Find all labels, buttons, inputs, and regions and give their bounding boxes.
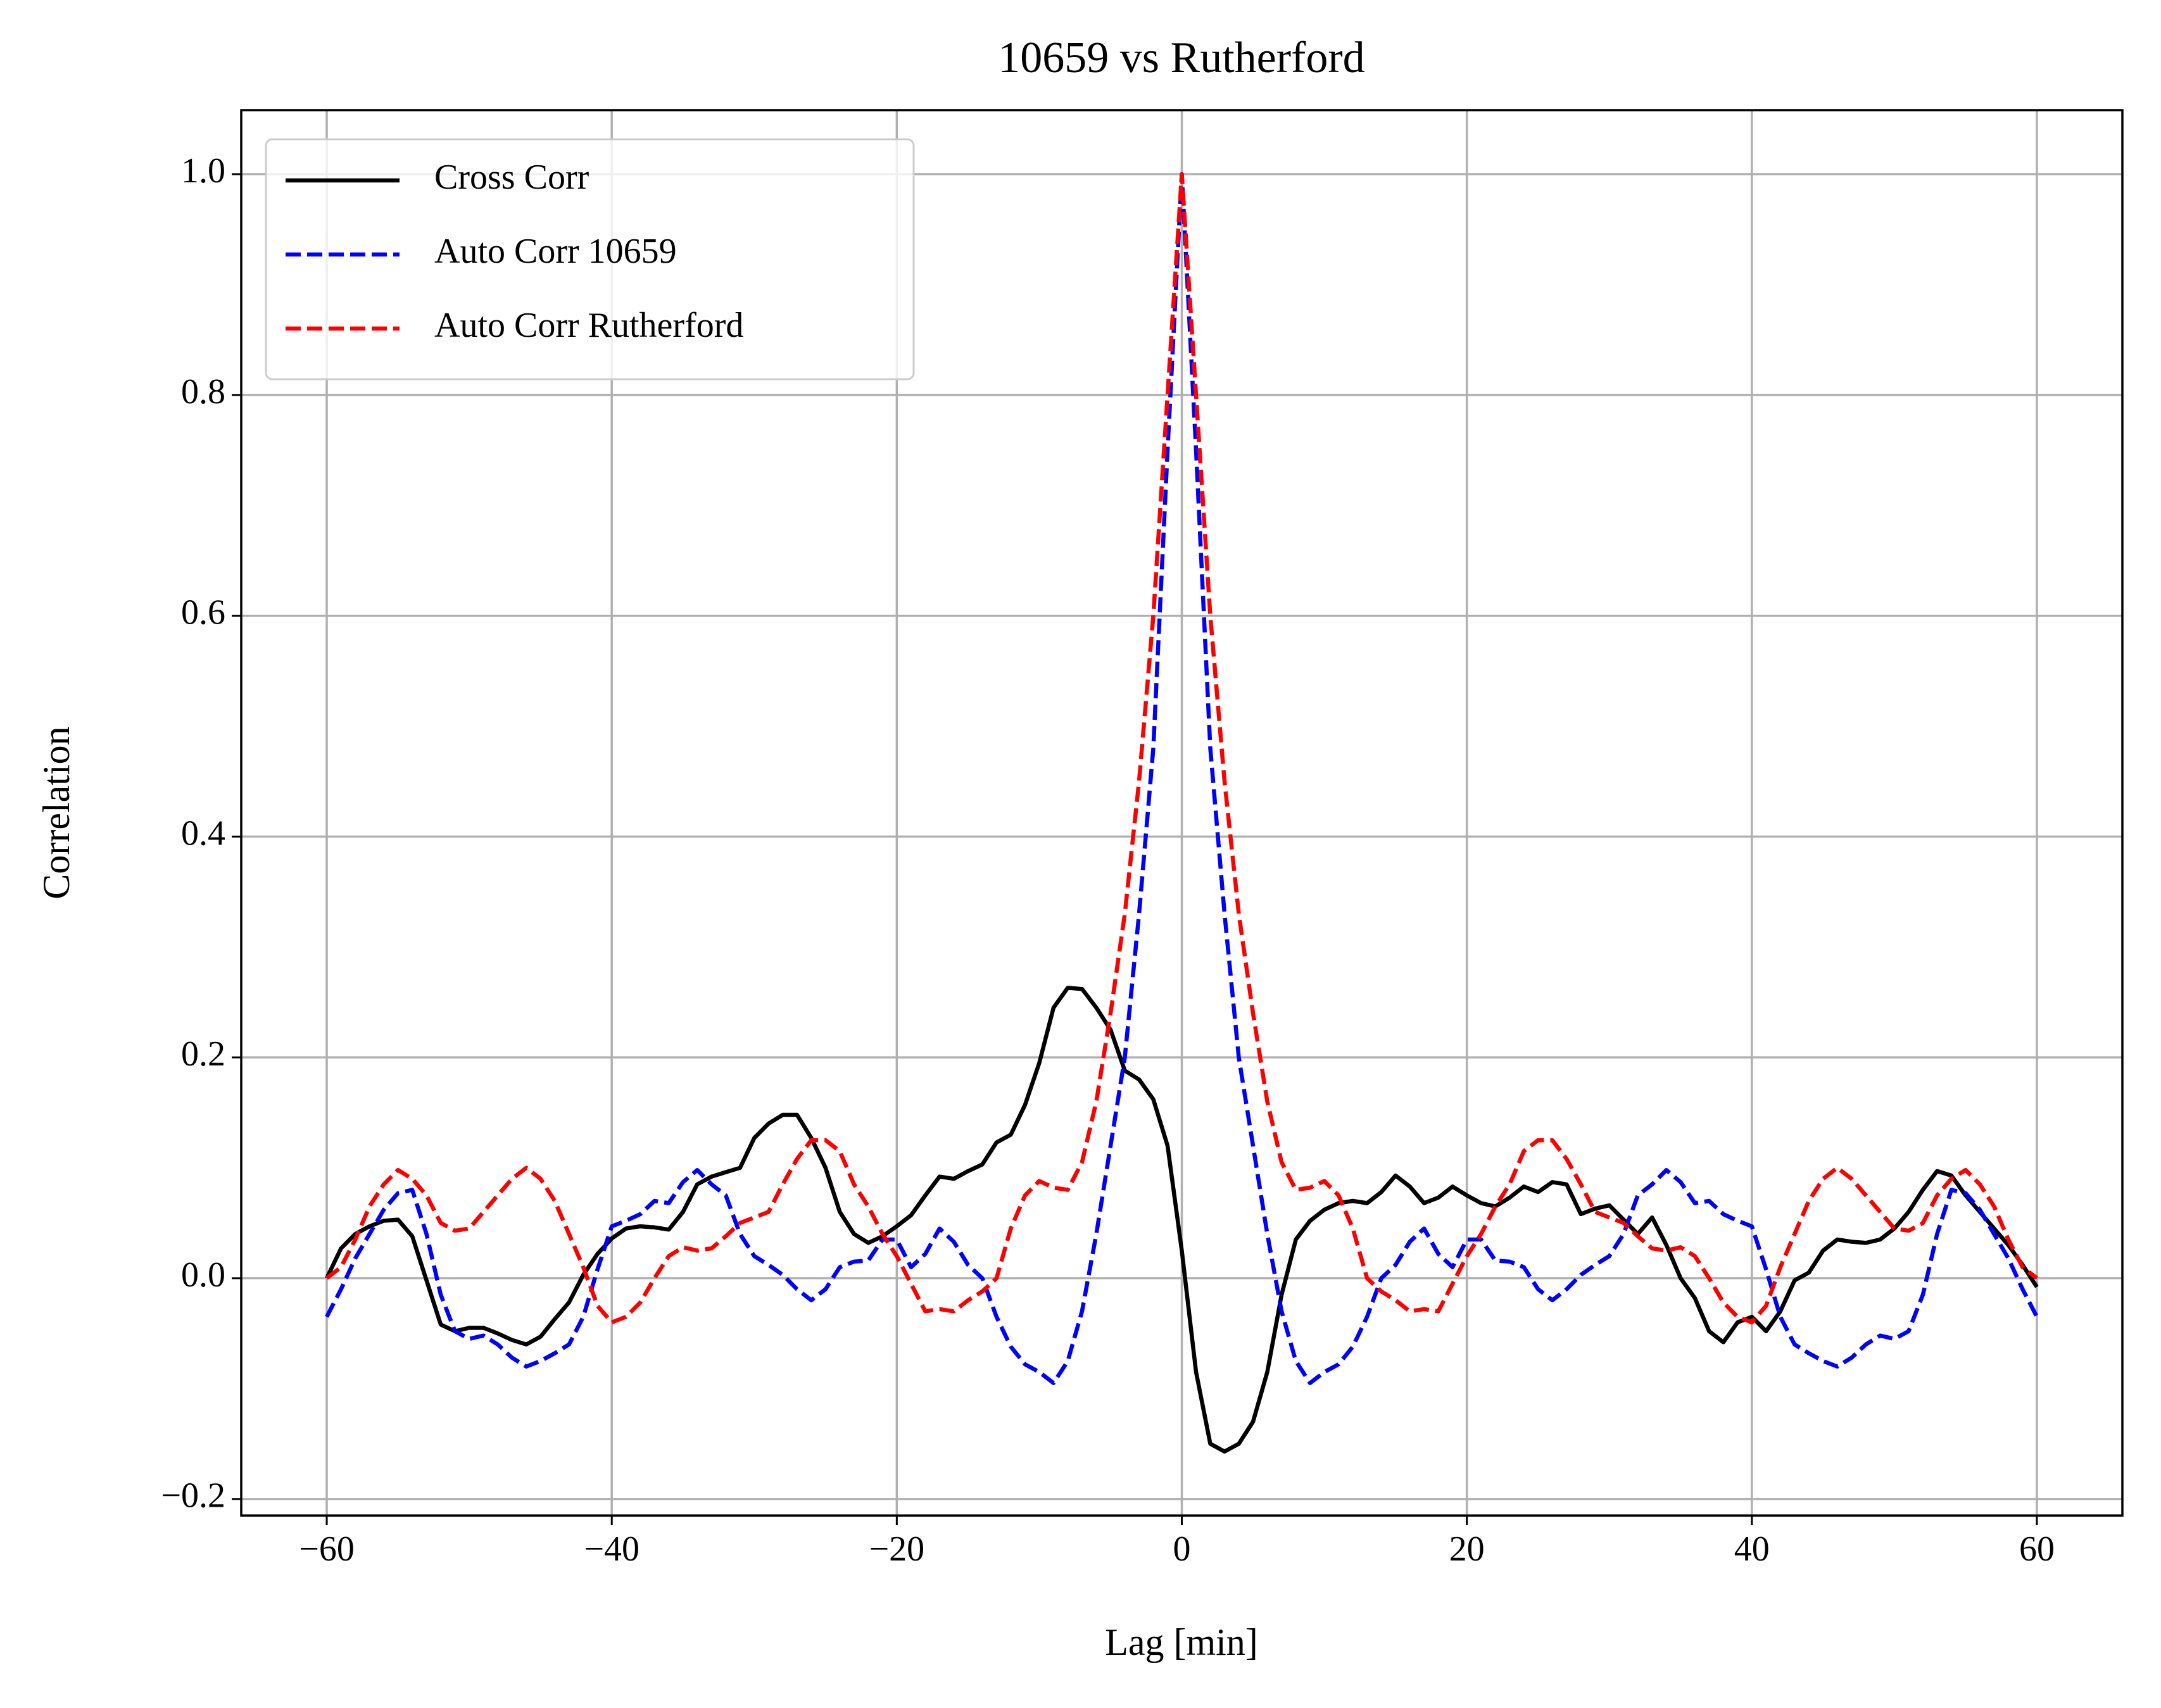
plot-frame [240,109,2124,1517]
x-tick-label: 60 [2019,1529,2055,1569]
series-line [325,172,2038,1325]
y-tick-label: 0.8 [181,372,225,411]
y-axis-label: Correlation [35,726,77,899]
y-tick-label: 0.2 [181,1034,225,1074]
x-tick-label: −60 [299,1529,355,1569]
legend-label: Auto Corr 10659 [434,232,677,271]
y-tick-label: 0.6 [181,593,225,632]
y-tick-label: 0.4 [181,813,225,853]
x-tick-label: −20 [869,1529,925,1569]
x-tick-label: 20 [1449,1529,1485,1569]
y-tick-label: 0.0 [181,1255,225,1295]
chart-title: 10659 vs Rutherford [998,34,1364,82]
x-axis-label: Lag [min] [1105,1621,1258,1663]
x-tick-label: −40 [584,1529,639,1569]
legend-label: Cross Corr [434,158,589,197]
legend: Cross Corr Auto Corr 10659 Auto Corr Ruthe… [265,138,915,380]
legend-label: Auto Corr Rutherford [434,306,743,345]
series-line [325,986,2039,1454]
x-tick-label: 0 [1173,1529,1191,1569]
y-tick-label: 1.0 [181,151,225,191]
legend-box [265,138,915,380]
x-tick-label: 40 [1734,1529,1770,1569]
y-tick-label: −0.2 [161,1476,225,1516]
